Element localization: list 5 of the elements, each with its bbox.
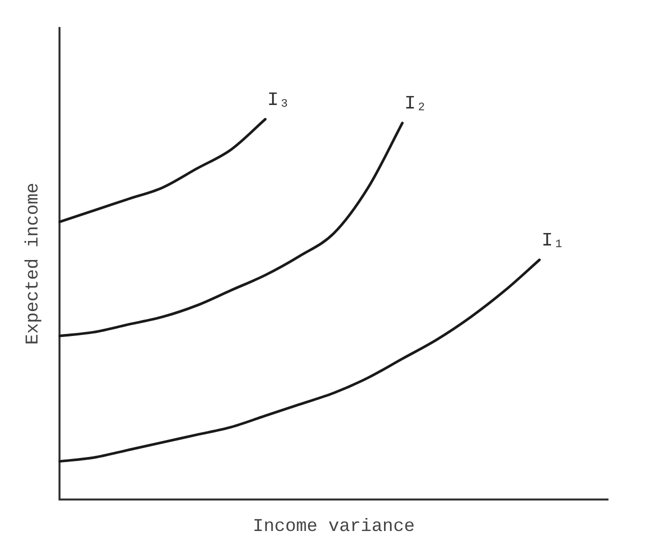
series-label: I₃ xyxy=(267,88,290,111)
series-label: I₁ xyxy=(541,229,564,252)
series-label: I₂ xyxy=(404,92,428,115)
x-axis-title: Income variance xyxy=(252,516,415,537)
y-axis-title: Expected income xyxy=(24,182,44,345)
